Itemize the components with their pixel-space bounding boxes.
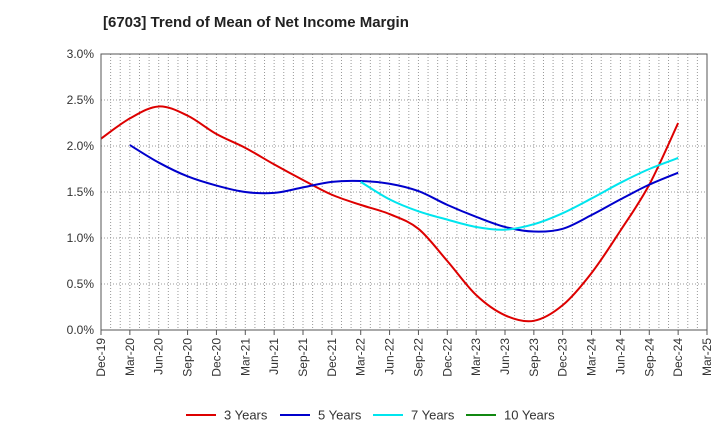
x-tick-label: Dec-22 [440, 338, 454, 377]
x-tick-label: Mar-22 [354, 338, 368, 376]
x-tick-label: Dec-19 [94, 338, 108, 377]
y-tick-label: 0.0% [67, 323, 95, 337]
x-tick-label: Sep-22 [411, 338, 425, 377]
legend-label: 3 Years [224, 408, 268, 423]
x-tick-label: Dec-20 [209, 338, 223, 377]
y-tick-label: 1.0% [67, 231, 95, 245]
x-tick-label: Mar-20 [123, 338, 137, 376]
legend-label: 5 Years [318, 408, 362, 423]
grid [101, 54, 707, 330]
y-tick-label: 2.5% [67, 93, 95, 107]
x-tick-label: Jun-24 [613, 338, 627, 375]
legend-item-7-years: 7 Years [373, 408, 455, 423]
x-tick-label: Mar-25 [700, 338, 714, 376]
x-tick-label: Jun-23 [498, 338, 512, 375]
x-tick-label: Sep-23 [527, 338, 541, 377]
x-tick-label: Dec-24 [671, 338, 685, 377]
x-tick-label: Jun-20 [152, 338, 166, 375]
legend-item-10-years: 10 Years [466, 408, 555, 423]
legend-label: 7 Years [411, 408, 455, 423]
y-tick-label: 2.0% [67, 139, 95, 153]
axes: 0.0% 0.5% 1.0% 1.5% 2.0% 2.5% 3.0% Dec-19 Mar-20… [67, 47, 714, 377]
legend: 3 Years 5 Years 7 Years 10 Years [186, 408, 555, 423]
x-tick-label: Sep-21 [296, 338, 310, 377]
x-tick-label: Mar-21 [238, 338, 252, 376]
series-line-7-years [360, 157, 679, 231]
x-tick-label: Dec-23 [556, 338, 570, 377]
y-tick-label: 0.5% [67, 277, 95, 291]
series-line-5-years [129, 144, 679, 233]
legend-label: 10 Years [504, 408, 555, 423]
x-tick-label: Jun-21 [267, 338, 281, 375]
x-tick-label: Mar-24 [585, 338, 599, 376]
x-tick-label: Sep-20 [181, 338, 195, 377]
y-tick-label: 1.5% [67, 185, 95, 199]
x-tick-label: Jun-22 [383, 338, 397, 375]
legend-item-5-years: 5 Years [280, 408, 362, 423]
chart-title: [6703] Trend of Mean of Net Income Margi… [103, 14, 409, 31]
x-tick-label: Mar-23 [469, 338, 483, 376]
x-tick-label: Dec-21 [325, 338, 339, 377]
legend-item-3-years: 3 Years [186, 408, 268, 423]
series-lines [100, 105, 680, 323]
x-tick-label: Sep-24 [642, 338, 656, 377]
series-line-3-years [100, 105, 680, 323]
plot-frame [100, 53, 708, 331]
y-tick-label: 3.0% [67, 47, 95, 61]
